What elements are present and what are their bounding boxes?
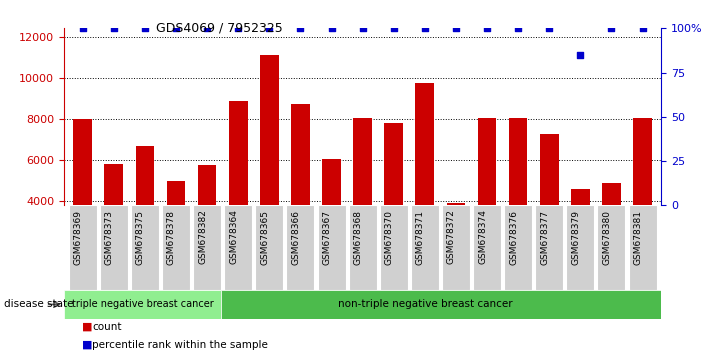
FancyBboxPatch shape <box>473 205 501 290</box>
Point <box>139 25 151 31</box>
FancyBboxPatch shape <box>504 205 532 290</box>
FancyBboxPatch shape <box>380 205 407 290</box>
Point <box>543 25 555 31</box>
Bar <box>415 83 434 284</box>
Point <box>108 25 119 31</box>
Text: ■: ■ <box>82 322 92 332</box>
Bar <box>634 118 652 284</box>
Bar <box>353 118 372 284</box>
Bar <box>260 55 279 284</box>
Point <box>419 25 430 31</box>
Bar <box>447 203 465 284</box>
Point <box>232 25 244 31</box>
Text: GSM678379: GSM678379 <box>572 210 580 264</box>
Text: percentile rank within the sample: percentile rank within the sample <box>92 340 268 350</box>
Bar <box>198 165 216 284</box>
Text: triple negative breast cancer: triple negative breast cancer <box>72 299 213 309</box>
Text: GSM678381: GSM678381 <box>634 210 643 264</box>
Point <box>170 25 181 31</box>
Text: ■: ■ <box>82 340 92 350</box>
Text: GSM678368: GSM678368 <box>353 210 363 264</box>
Text: GSM678378: GSM678378 <box>167 210 176 264</box>
Bar <box>602 183 621 284</box>
FancyBboxPatch shape <box>131 205 159 290</box>
Point <box>606 25 617 31</box>
Point <box>77 25 88 31</box>
Text: GSM678365: GSM678365 <box>260 210 269 264</box>
Text: GDS4069 / 7952325: GDS4069 / 7952325 <box>156 21 283 34</box>
Bar <box>385 123 403 284</box>
FancyBboxPatch shape <box>348 205 377 290</box>
FancyBboxPatch shape <box>442 205 470 290</box>
Bar <box>136 145 154 284</box>
Point <box>264 25 275 31</box>
Point <box>201 25 213 31</box>
Point <box>574 52 586 58</box>
Point <box>450 25 461 31</box>
FancyBboxPatch shape <box>629 205 656 290</box>
Text: GSM678372: GSM678372 <box>447 210 456 264</box>
Text: GSM678366: GSM678366 <box>292 210 300 264</box>
Text: GSM678371: GSM678371 <box>416 210 424 264</box>
Text: GSM678367: GSM678367 <box>323 210 331 264</box>
Bar <box>478 118 496 284</box>
FancyBboxPatch shape <box>224 205 252 290</box>
FancyBboxPatch shape <box>221 290 661 319</box>
Bar <box>73 119 92 284</box>
Text: GSM678374: GSM678374 <box>478 210 487 264</box>
Bar <box>166 181 186 284</box>
Point <box>326 25 337 31</box>
Point <box>294 25 306 31</box>
Bar <box>322 159 341 284</box>
Text: count: count <box>92 322 122 332</box>
Text: GSM678369: GSM678369 <box>74 210 82 264</box>
Text: GSM678376: GSM678376 <box>509 210 518 264</box>
Text: GSM678364: GSM678364 <box>229 210 238 264</box>
FancyBboxPatch shape <box>411 205 439 290</box>
Text: GSM678382: GSM678382 <box>198 210 207 264</box>
Bar <box>571 189 589 284</box>
Point <box>637 25 648 31</box>
Point <box>481 25 493 31</box>
FancyBboxPatch shape <box>162 205 190 290</box>
Point <box>357 25 368 31</box>
FancyBboxPatch shape <box>64 290 221 319</box>
Text: GSM678370: GSM678370 <box>385 210 394 264</box>
Text: GSM678377: GSM678377 <box>540 210 549 264</box>
FancyBboxPatch shape <box>255 205 283 290</box>
Bar <box>509 118 528 284</box>
FancyBboxPatch shape <box>535 205 563 290</box>
Bar <box>291 104 310 284</box>
FancyBboxPatch shape <box>193 205 221 290</box>
Bar <box>540 134 559 284</box>
FancyBboxPatch shape <box>567 205 594 290</box>
Point <box>513 25 524 31</box>
Text: non-triple negative breast cancer: non-triple negative breast cancer <box>338 299 513 309</box>
FancyBboxPatch shape <box>287 205 314 290</box>
Text: GSM678380: GSM678380 <box>602 210 611 264</box>
FancyBboxPatch shape <box>597 205 626 290</box>
Point <box>388 25 400 31</box>
Bar <box>105 164 123 284</box>
Text: GSM678375: GSM678375 <box>136 210 145 264</box>
Text: GSM678373: GSM678373 <box>105 210 114 264</box>
FancyBboxPatch shape <box>318 205 346 290</box>
FancyBboxPatch shape <box>69 205 97 290</box>
FancyBboxPatch shape <box>100 205 128 290</box>
Text: disease state: disease state <box>4 299 73 309</box>
Bar <box>229 101 247 284</box>
